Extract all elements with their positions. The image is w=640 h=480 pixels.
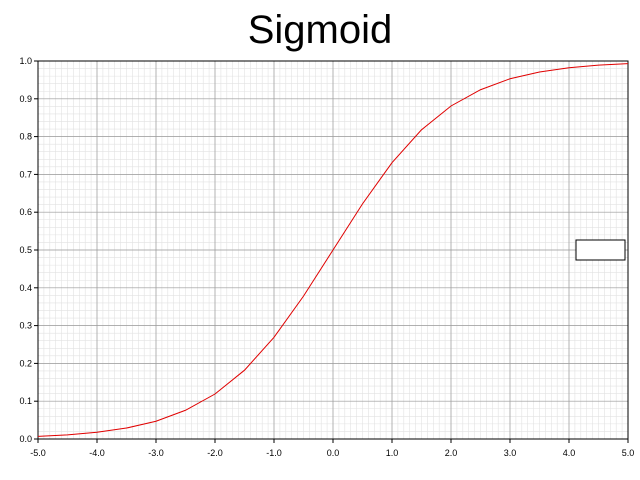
legend-box [575, 239, 626, 261]
chart-title: Sigmoid [247, 8, 393, 52]
x-tick-label: 5.0 [622, 448, 635, 458]
x-tick-label: -2.0 [207, 448, 223, 458]
x-axis-ticks: -5.0 -4.0 -3.0 -2.0 -1.0 0.0 1.0 2.0 3.0 4.0 5.0 [30, 439, 634, 458]
y-tick-label: 0.2 [19, 358, 32, 368]
y-axis-ticks: 0.0 0.1 0.2 0.3 0.4 0.5 0.6 0.7 0.8 0.9 1.0 [19, 56, 38, 444]
x-tick-label: -4.0 [89, 448, 105, 458]
x-tick-label: -1.0 [266, 448, 282, 458]
x-tick-label: -5.0 [30, 448, 46, 458]
y-tick-label: 0.4 [19, 283, 32, 293]
y-tick-label: 0.7 [19, 169, 32, 179]
y-tick-label: 0.3 [19, 321, 32, 331]
y-tick-label: 0.0 [19, 434, 32, 444]
y-tick-label: 0.5 [19, 245, 32, 255]
y-tick-label: 0.8 [19, 132, 32, 142]
y-tick-label: 0.9 [19, 94, 32, 104]
x-tick-label: 2.0 [445, 448, 458, 458]
y-tick-label: 0.1 [19, 396, 32, 406]
sigmoid-series-line [37, 63, 629, 437]
major-grid [37, 60, 629, 440]
x-tick-label: 1.0 [386, 448, 399, 458]
x-tick-label: 3.0 [504, 448, 517, 458]
x-tick-label: -3.0 [148, 448, 164, 458]
y-tick-label: 1.0 [19, 56, 32, 66]
y-tick-label: 0.6 [19, 207, 32, 217]
x-tick-label: 4.0 [563, 448, 576, 458]
x-tick-label: 0.0 [327, 448, 340, 458]
